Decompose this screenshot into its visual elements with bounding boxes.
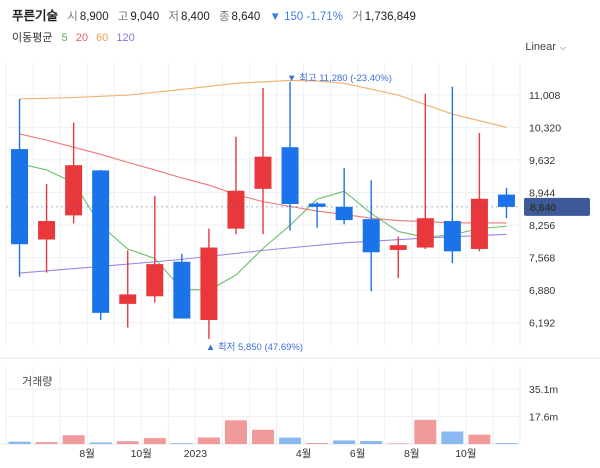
volume-bar bbox=[8, 441, 31, 444]
volume-bar bbox=[279, 437, 302, 444]
candle-body bbox=[173, 261, 191, 319]
volume-value: 1,736,849 bbox=[364, 11, 416, 23]
candle-body bbox=[389, 245, 407, 250]
y-tick-label: 6,880 bbox=[529, 285, 555, 297]
x-tick-label: 8월 bbox=[404, 448, 420, 460]
candle-body bbox=[38, 221, 56, 240]
ma-20-label: 20 bbox=[75, 32, 88, 44]
x-tick-label: 6월 bbox=[350, 448, 366, 460]
price-change: ▼ 150 -1.71% bbox=[269, 11, 343, 23]
low-label: 저 bbox=[168, 11, 179, 23]
ma-5-label: 5 bbox=[61, 32, 68, 44]
candle-body bbox=[470, 198, 488, 249]
x-tick-label: 10월 bbox=[455, 448, 476, 460]
candle-body bbox=[227, 190, 245, 229]
current-price-label: 8,640 bbox=[530, 202, 556, 214]
volume-bar bbox=[360, 441, 383, 444]
x-tick-label: 10월 bbox=[131, 448, 152, 460]
candle-body bbox=[497, 194, 515, 207]
high-annotation: ▼ 최고 11,280 (-23.40%) bbox=[287, 73, 392, 84]
candle-body bbox=[335, 206, 353, 221]
volume-bar bbox=[224, 420, 247, 444]
chevron-down-icon: ⌵ bbox=[559, 43, 566, 52]
open-label: 시 bbox=[67, 11, 78, 23]
y-tick-label: 8,944 bbox=[529, 187, 555, 199]
moving-average-60-line bbox=[19, 79, 507, 128]
y-tick-label: 7,568 bbox=[529, 253, 555, 265]
open-value: 8,900 bbox=[79, 11, 109, 23]
volume-panel-title: 거래량 bbox=[22, 376, 53, 388]
candle-body bbox=[443, 221, 461, 252]
candle-body bbox=[119, 294, 137, 304]
volume-label: 거 bbox=[352, 11, 363, 23]
y-tick-label: 8,256 bbox=[529, 220, 555, 232]
moving-average-legend[interactable]: 이동평균 5 20 60 120 bbox=[12, 29, 140, 45]
high-label: 고 bbox=[117, 11, 129, 23]
volume-bar bbox=[333, 440, 356, 444]
volume-tick-label: 17.6m bbox=[529, 412, 558, 424]
volume-bar bbox=[252, 429, 274, 444]
close-value: 8,640 bbox=[231, 11, 261, 23]
ma-legend-title: 이동평균 bbox=[12, 32, 53, 44]
volume-bar bbox=[116, 441, 139, 444]
x-tick-label: 8월 bbox=[79, 448, 95, 460]
candle-body bbox=[416, 218, 434, 248]
current-price-tag bbox=[524, 197, 590, 216]
low-value: 8,400 bbox=[180, 11, 210, 23]
candle-body bbox=[362, 219, 380, 253]
volume-bar bbox=[387, 443, 410, 444]
volume-bar bbox=[306, 443, 329, 444]
volume-bar bbox=[414, 419, 437, 444]
candle-body bbox=[11, 149, 29, 245]
stock-name: 푸른기술 bbox=[12, 9, 59, 23]
y-tick-label: 11,008 bbox=[529, 90, 560, 102]
candle-body bbox=[146, 264, 164, 297]
candle-body bbox=[200, 247, 218, 320]
close-label: 종 bbox=[218, 11, 230, 23]
candle-body bbox=[254, 156, 272, 189]
y-tick-label: 6,192 bbox=[529, 318, 555, 330]
ma-120-label: 120 bbox=[116, 32, 135, 44]
volume-tick-label: 35.1m bbox=[529, 384, 558, 396]
volume-bar bbox=[441, 431, 464, 444]
candle-body bbox=[281, 147, 299, 204]
volume-bar bbox=[170, 443, 193, 444]
volume-bar bbox=[197, 437, 220, 444]
low-annotation: ▲ 최저 5,850 (47.69%) bbox=[206, 342, 303, 353]
volume-bar bbox=[35, 442, 58, 444]
candle-body bbox=[92, 170, 110, 313]
volume-bar bbox=[89, 442, 112, 444]
volume-bar bbox=[468, 434, 491, 444]
ma-60-label: 60 bbox=[96, 32, 109, 44]
scale-label: Linear bbox=[525, 41, 556, 53]
high-value: 9,040 bbox=[130, 11, 160, 23]
candle-body bbox=[65, 165, 83, 216]
x-tick-label: 4월 bbox=[296, 448, 312, 460]
scale-dropdown[interactable]: Linear ⌵ bbox=[525, 41, 566, 53]
volume-bar bbox=[143, 438, 166, 444]
y-tick-label: 9,632 bbox=[529, 155, 555, 167]
volume-bar bbox=[495, 443, 518, 444]
candle-body bbox=[308, 203, 326, 207]
volume-bar bbox=[62, 435, 85, 444]
price-header: 푸른기술 시 8,900 고 9,040 저 8,400 종 8,640 ▼ 150 -… bbox=[12, 5, 422, 24]
x-tick-label: 2023 bbox=[184, 448, 208, 460]
y-tick-label: 10,320 bbox=[529, 122, 561, 134]
